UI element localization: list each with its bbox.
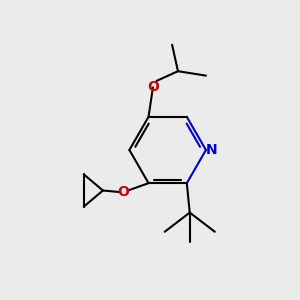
Text: O: O	[147, 80, 159, 94]
Text: N: N	[206, 143, 217, 157]
Text: O: O	[118, 185, 129, 199]
